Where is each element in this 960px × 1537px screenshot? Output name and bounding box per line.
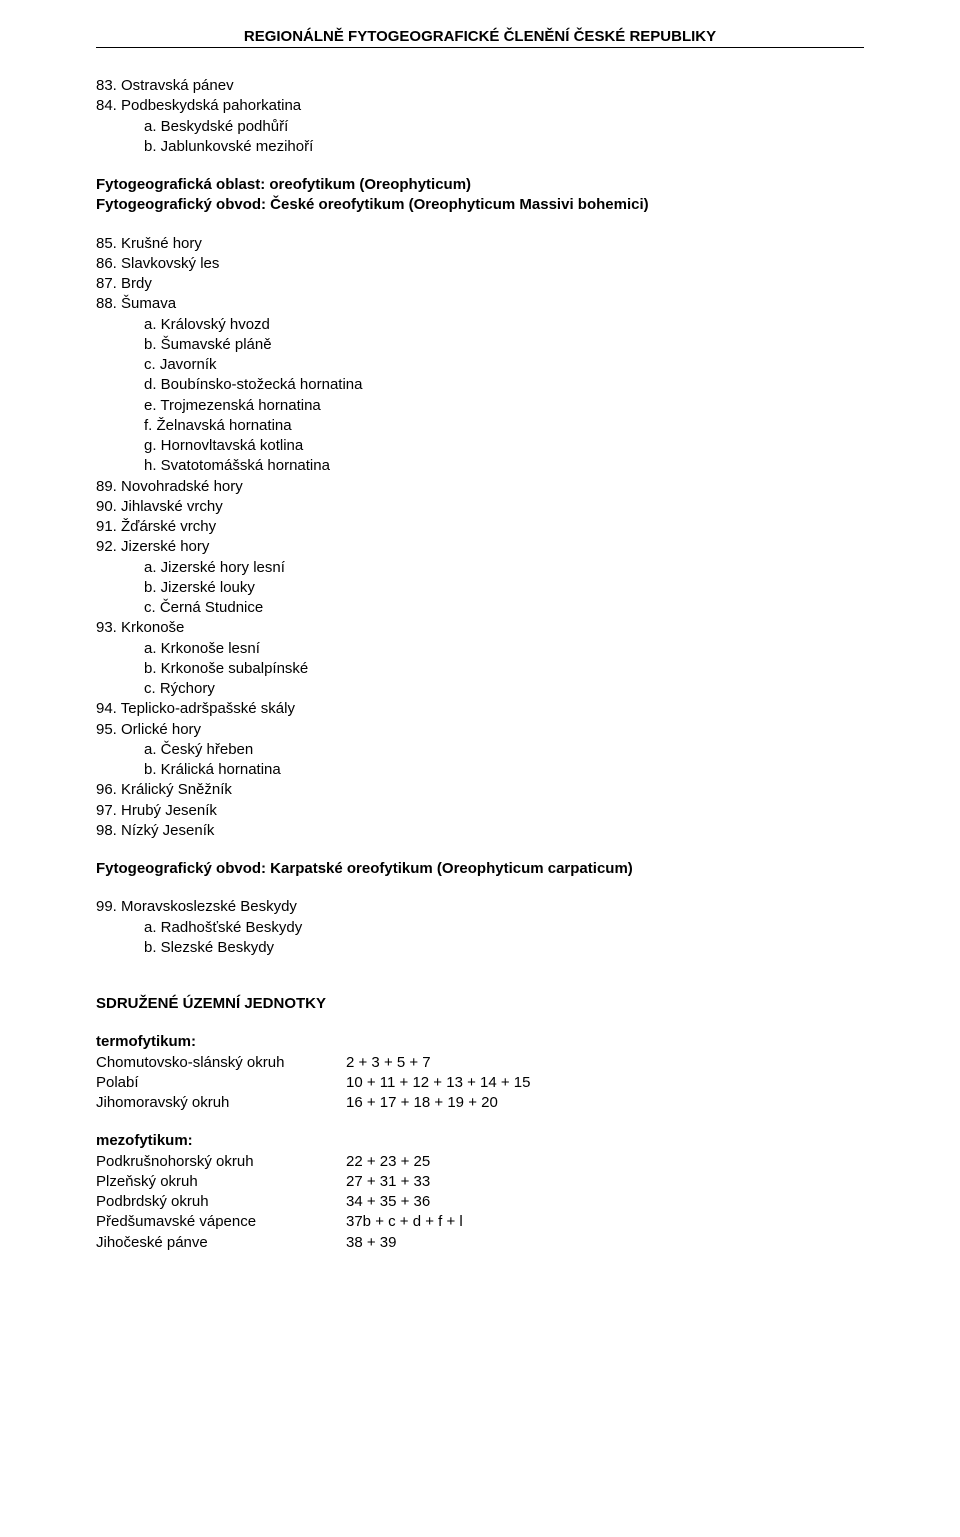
unit-label: Jihomoravský okruh	[96, 1093, 346, 1113]
unit-value: 38 + 39	[346, 1233, 864, 1253]
unit-row: Plzeňský okruh 27 + 31 + 33	[96, 1172, 864, 1192]
unit-value: 34 + 35 + 36	[346, 1192, 864, 1212]
list-item: 96. Králický Sněžník	[96, 780, 864, 800]
list-subitem: a. Krkonoše lesní	[96, 639, 864, 659]
unit-row: Chomutovsko-slánský okruh 2 + 3 + 5 + 7	[96, 1053, 864, 1073]
unit-value: 27 + 31 + 33	[346, 1172, 864, 1192]
list-item: 98. Nízký Jeseník	[96, 821, 864, 841]
list-subitem: a. Radhošťské Beskydy	[96, 918, 864, 938]
spacer	[96, 958, 864, 976]
spacer	[96, 841, 864, 859]
list-subitem: c. Rýchory	[96, 679, 864, 699]
list-subitem: c. Javorník	[96, 355, 864, 375]
list-subitem: b. Jizerské louky	[96, 578, 864, 598]
section-heading: Fytogeografický obvod: Karpatské oreofyt…	[96, 859, 864, 879]
spacer	[96, 879, 864, 897]
unit-row: Polabí 10 + 11 + 12 + 13 + 14 + 15	[96, 1073, 864, 1093]
list-item: 87. Brdy	[96, 274, 864, 294]
list-subitem: a. Jizerské hory lesní	[96, 558, 864, 578]
unit-label: Plzeňský okruh	[96, 1172, 346, 1192]
list-item: 83. Ostravská pánev	[96, 76, 864, 96]
list-subitem: h. Svatotomášská hornatina	[96, 456, 864, 476]
unit-row: Podkrušnohorský okruh 22 + 23 + 25	[96, 1152, 864, 1172]
mezofytikum-label: mezofytikum:	[96, 1131, 864, 1151]
unit-label: Jihočeské pánve	[96, 1233, 346, 1253]
list-subitem: a. Beskydské podhůří	[96, 117, 864, 137]
list-item: 90. Jihlavské vrchy	[96, 497, 864, 517]
list-subitem: d. Boubínsko-stožecká hornatina	[96, 375, 864, 395]
spacer	[96, 976, 864, 994]
header-rule	[96, 47, 864, 48]
spacer	[96, 216, 864, 234]
unit-label: Polabí	[96, 1073, 346, 1093]
unit-row: Podbrdský okruh 34 + 35 + 36	[96, 1192, 864, 1212]
unit-label: Chomutovsko-slánský okruh	[96, 1053, 346, 1073]
list-item: 95. Orlické hory	[96, 720, 864, 740]
list-item: 84. Podbeskydská pahorkatina	[96, 96, 864, 116]
list-subitem: b. Králická hornatina	[96, 760, 864, 780]
list-subitem: f. Želnavská hornatina	[96, 416, 864, 436]
list-subitem: a. Královský hvozd	[96, 315, 864, 335]
list-subitem: b. Jablunkovské mezihoří	[96, 137, 864, 157]
list-subitem: b. Krkonoše subalpínské	[96, 659, 864, 679]
list-item: 85. Krušné hory	[96, 234, 864, 254]
unit-row: Jihočeské pánve 38 + 39	[96, 1233, 864, 1253]
list-item: 93. Krkonoše	[96, 618, 864, 638]
spacer	[96, 157, 864, 175]
list-item: 92. Jizerské hory	[96, 537, 864, 557]
unit-row: Předšumavské vápence 37b + c + d + f + l	[96, 1212, 864, 1232]
list-subitem: b. Slezské Beskydy	[96, 938, 864, 958]
list-subitem: b. Šumavské pláně	[96, 335, 864, 355]
spacer	[96, 1113, 864, 1131]
list-item: 97. Hrubý Jeseník	[96, 801, 864, 821]
section-heading: Fytogeografická oblast: oreofytikum (Ore…	[96, 175, 864, 195]
list-item: 89. Novohradské hory	[96, 477, 864, 497]
list-item: 86. Slavkovský les	[96, 254, 864, 274]
list-subitem: g. Hornovltavská kotlina	[96, 436, 864, 456]
unit-value: 2 + 3 + 5 + 7	[346, 1053, 864, 1073]
page: REGIONÁLNĚ FYTOGEOGRAFICKÉ ČLENĚNÍ ČESKÉ…	[0, 0, 960, 1537]
list-item: 88. Šumava	[96, 294, 864, 314]
unit-row: Jihomoravský okruh 16 + 17 + 18 + 19 + 2…	[96, 1093, 864, 1113]
unit-label: Podkrušnohorský okruh	[96, 1152, 346, 1172]
list-subitem: c. Černá Studnice	[96, 598, 864, 618]
section-heading: Fytogeografický obvod: České oreofytikum…	[96, 195, 864, 215]
list-subitem: e. Trojmezenská hornatina	[96, 396, 864, 416]
page-header-title: REGIONÁLNĚ FYTOGEOGRAFICKÉ ČLENĚNÍ ČESKÉ…	[96, 28, 864, 45]
unit-label: Podbrdský okruh	[96, 1192, 346, 1212]
units-heading: SDRUŽENÉ ÚZEMNÍ JEDNOTKY	[96, 994, 864, 1014]
list-subitem: a. Český hřeben	[96, 740, 864, 760]
unit-value: 10 + 11 + 12 + 13 + 14 + 15	[346, 1073, 864, 1093]
list-item: 91. Žďárské vrchy	[96, 517, 864, 537]
unit-value: 37b + c + d + f + l	[346, 1212, 864, 1232]
unit-value: 22 + 23 + 25	[346, 1152, 864, 1172]
unit-value: 16 + 17 + 18 + 19 + 20	[346, 1093, 864, 1113]
termofytikum-label: termofytikum:	[96, 1032, 864, 1052]
spacer	[96, 1014, 864, 1032]
unit-label: Předšumavské vápence	[96, 1212, 346, 1232]
list-item: 94. Teplicko-adršpašské skály	[96, 699, 864, 719]
list-item: 99. Moravskoslezské Beskydy	[96, 897, 864, 917]
